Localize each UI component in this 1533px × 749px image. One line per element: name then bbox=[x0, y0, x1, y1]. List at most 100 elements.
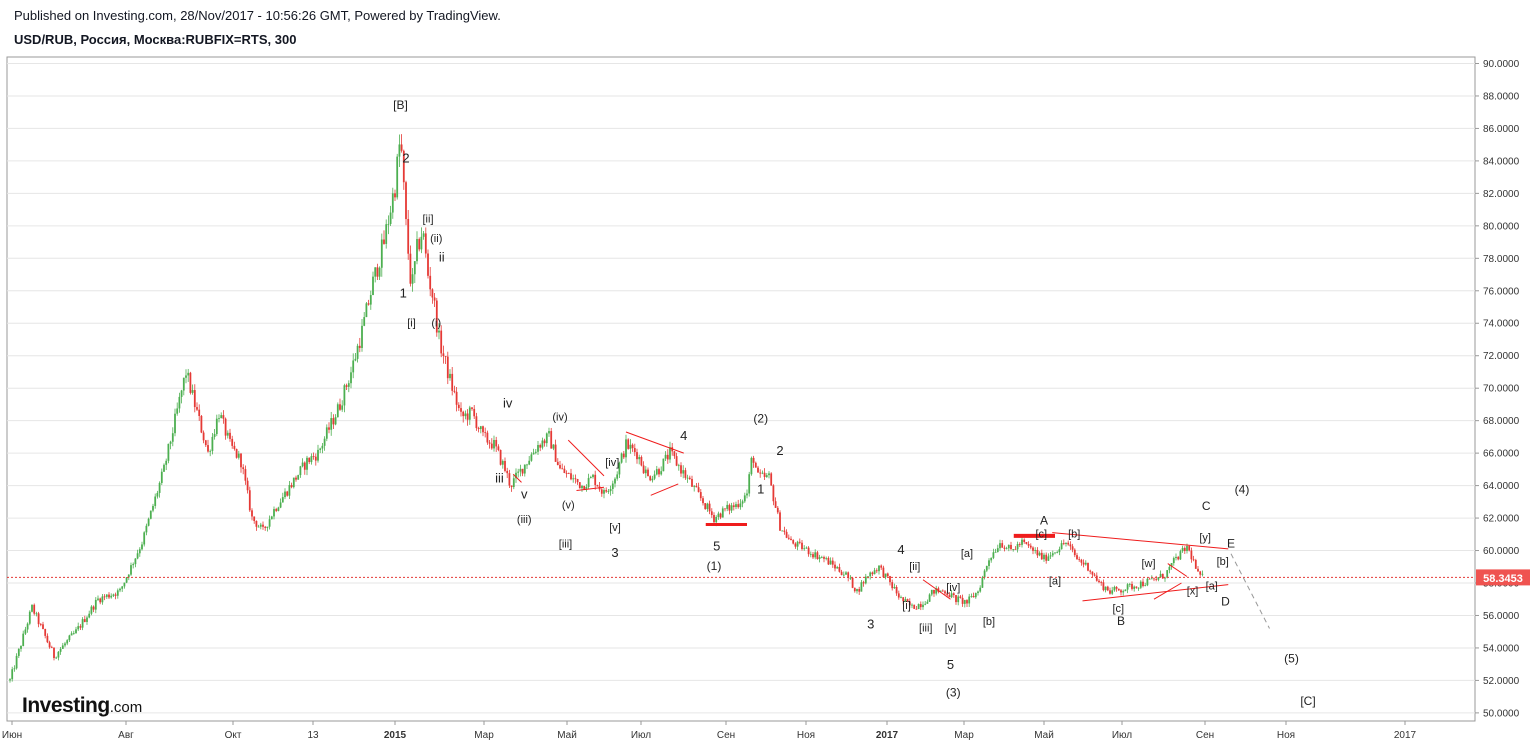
candle-body bbox=[541, 440, 544, 448]
candle-body bbox=[270, 516, 273, 520]
candle-body bbox=[790, 538, 792, 541]
candle-body bbox=[1043, 554, 1045, 560]
candle-body bbox=[418, 239, 421, 250]
candle-body bbox=[726, 504, 729, 509]
candle-body bbox=[1144, 585, 1147, 587]
candle-body bbox=[1036, 549, 1039, 556]
candle-body bbox=[798, 541, 801, 543]
candle-body bbox=[1170, 563, 1173, 567]
candle-body bbox=[204, 440, 207, 446]
candle-body bbox=[325, 427, 328, 439]
candle-body bbox=[273, 509, 275, 517]
candle-body bbox=[1018, 544, 1021, 545]
trendline bbox=[1052, 532, 1229, 550]
candle-body bbox=[97, 598, 99, 600]
candle-body bbox=[1012, 549, 1015, 550]
candle-body bbox=[400, 144, 403, 151]
candle-body bbox=[627, 439, 630, 449]
candle-body bbox=[574, 478, 577, 480]
candle-body bbox=[1181, 547, 1184, 552]
candle-body bbox=[226, 432, 229, 436]
candle-body bbox=[666, 454, 669, 460]
candle-body bbox=[1058, 549, 1061, 553]
candle-body bbox=[1109, 590, 1111, 594]
wave-label: 2 bbox=[776, 443, 783, 458]
candle-body bbox=[1016, 544, 1019, 550]
candle-body bbox=[823, 557, 825, 559]
candle-body bbox=[801, 542, 803, 549]
candle-body bbox=[1161, 573, 1164, 579]
candle-body bbox=[339, 404, 341, 410]
plot-frame bbox=[6, 56, 1476, 722]
candle-body bbox=[246, 480, 249, 491]
candle-body bbox=[895, 586, 898, 594]
x-tick-label: Май bbox=[557, 730, 577, 741]
x-tick-label: Мар bbox=[474, 730, 494, 741]
wave-label: [v] bbox=[609, 522, 621, 534]
candle-body bbox=[1135, 586, 1138, 588]
candle-body bbox=[176, 408, 179, 414]
candle-body bbox=[466, 413, 469, 420]
candle-body bbox=[792, 540, 795, 544]
candle-body bbox=[543, 440, 546, 444]
investing-logo: Investing.com bbox=[22, 694, 142, 718]
candle-body bbox=[101, 596, 104, 603]
candle-body bbox=[90, 606, 93, 614]
candle-body bbox=[851, 577, 854, 588]
wave-label: (4) bbox=[1235, 483, 1250, 497]
y-tick-label: 60.0000 bbox=[1483, 546, 1520, 557]
candle-body bbox=[1056, 552, 1059, 553]
candle-body bbox=[394, 193, 396, 198]
y-tick-label: 74.0000 bbox=[1483, 319, 1520, 330]
candle-body bbox=[596, 485, 599, 487]
candle-body bbox=[398, 144, 401, 157]
candle-body bbox=[1190, 550, 1193, 560]
candle-body bbox=[1126, 584, 1129, 590]
candle-body bbox=[655, 469, 658, 475]
candle-body bbox=[983, 570, 986, 578]
candle-body bbox=[1005, 548, 1008, 550]
candle-body bbox=[528, 460, 531, 465]
candle-body bbox=[321, 445, 324, 449]
axes: 90.0000 88.0000 86.0000 84.0000 82.0000 80.00… bbox=[2, 59, 1530, 741]
candle-body bbox=[1038, 552, 1041, 556]
candle-body bbox=[352, 360, 355, 373]
candle-body bbox=[147, 518, 150, 526]
candle-body bbox=[154, 496, 157, 506]
candle-body bbox=[979, 587, 982, 592]
wave-label: 1 bbox=[757, 482, 764, 497]
candle-body bbox=[928, 594, 931, 602]
candle-body bbox=[1078, 559, 1081, 560]
candle-body bbox=[453, 390, 456, 392]
candle-body bbox=[669, 447, 671, 460]
candle-body bbox=[539, 445, 542, 448]
x-tick-label: Сен bbox=[1196, 730, 1214, 741]
candle-body bbox=[28, 611, 31, 624]
candle-body bbox=[26, 623, 29, 630]
candle-body bbox=[829, 560, 832, 565]
x-tick-label: 2017 bbox=[876, 730, 899, 741]
candle-body bbox=[1102, 582, 1105, 591]
candle-body bbox=[479, 426, 482, 430]
candle-body bbox=[86, 617, 88, 622]
candle-body bbox=[930, 589, 933, 595]
candle-body bbox=[299, 466, 302, 476]
candle-body bbox=[728, 504, 731, 511]
candle-body bbox=[545, 433, 548, 444]
candle-body bbox=[950, 593, 953, 598]
candle-body bbox=[1179, 551, 1182, 560]
candle-body bbox=[512, 478, 515, 488]
candle-body bbox=[490, 443, 493, 449]
candle-body bbox=[112, 594, 115, 596]
candle-body bbox=[473, 408, 476, 417]
candle-body bbox=[730, 505, 733, 511]
candle-body bbox=[638, 457, 641, 460]
wave-label: v bbox=[521, 487, 528, 502]
candle-body bbox=[941, 590, 944, 592]
candle-body bbox=[475, 416, 478, 429]
candle-body bbox=[50, 647, 53, 649]
x-tick-label: Июл bbox=[1112, 730, 1132, 741]
candle-body bbox=[889, 576, 891, 583]
candle-body bbox=[31, 604, 33, 612]
